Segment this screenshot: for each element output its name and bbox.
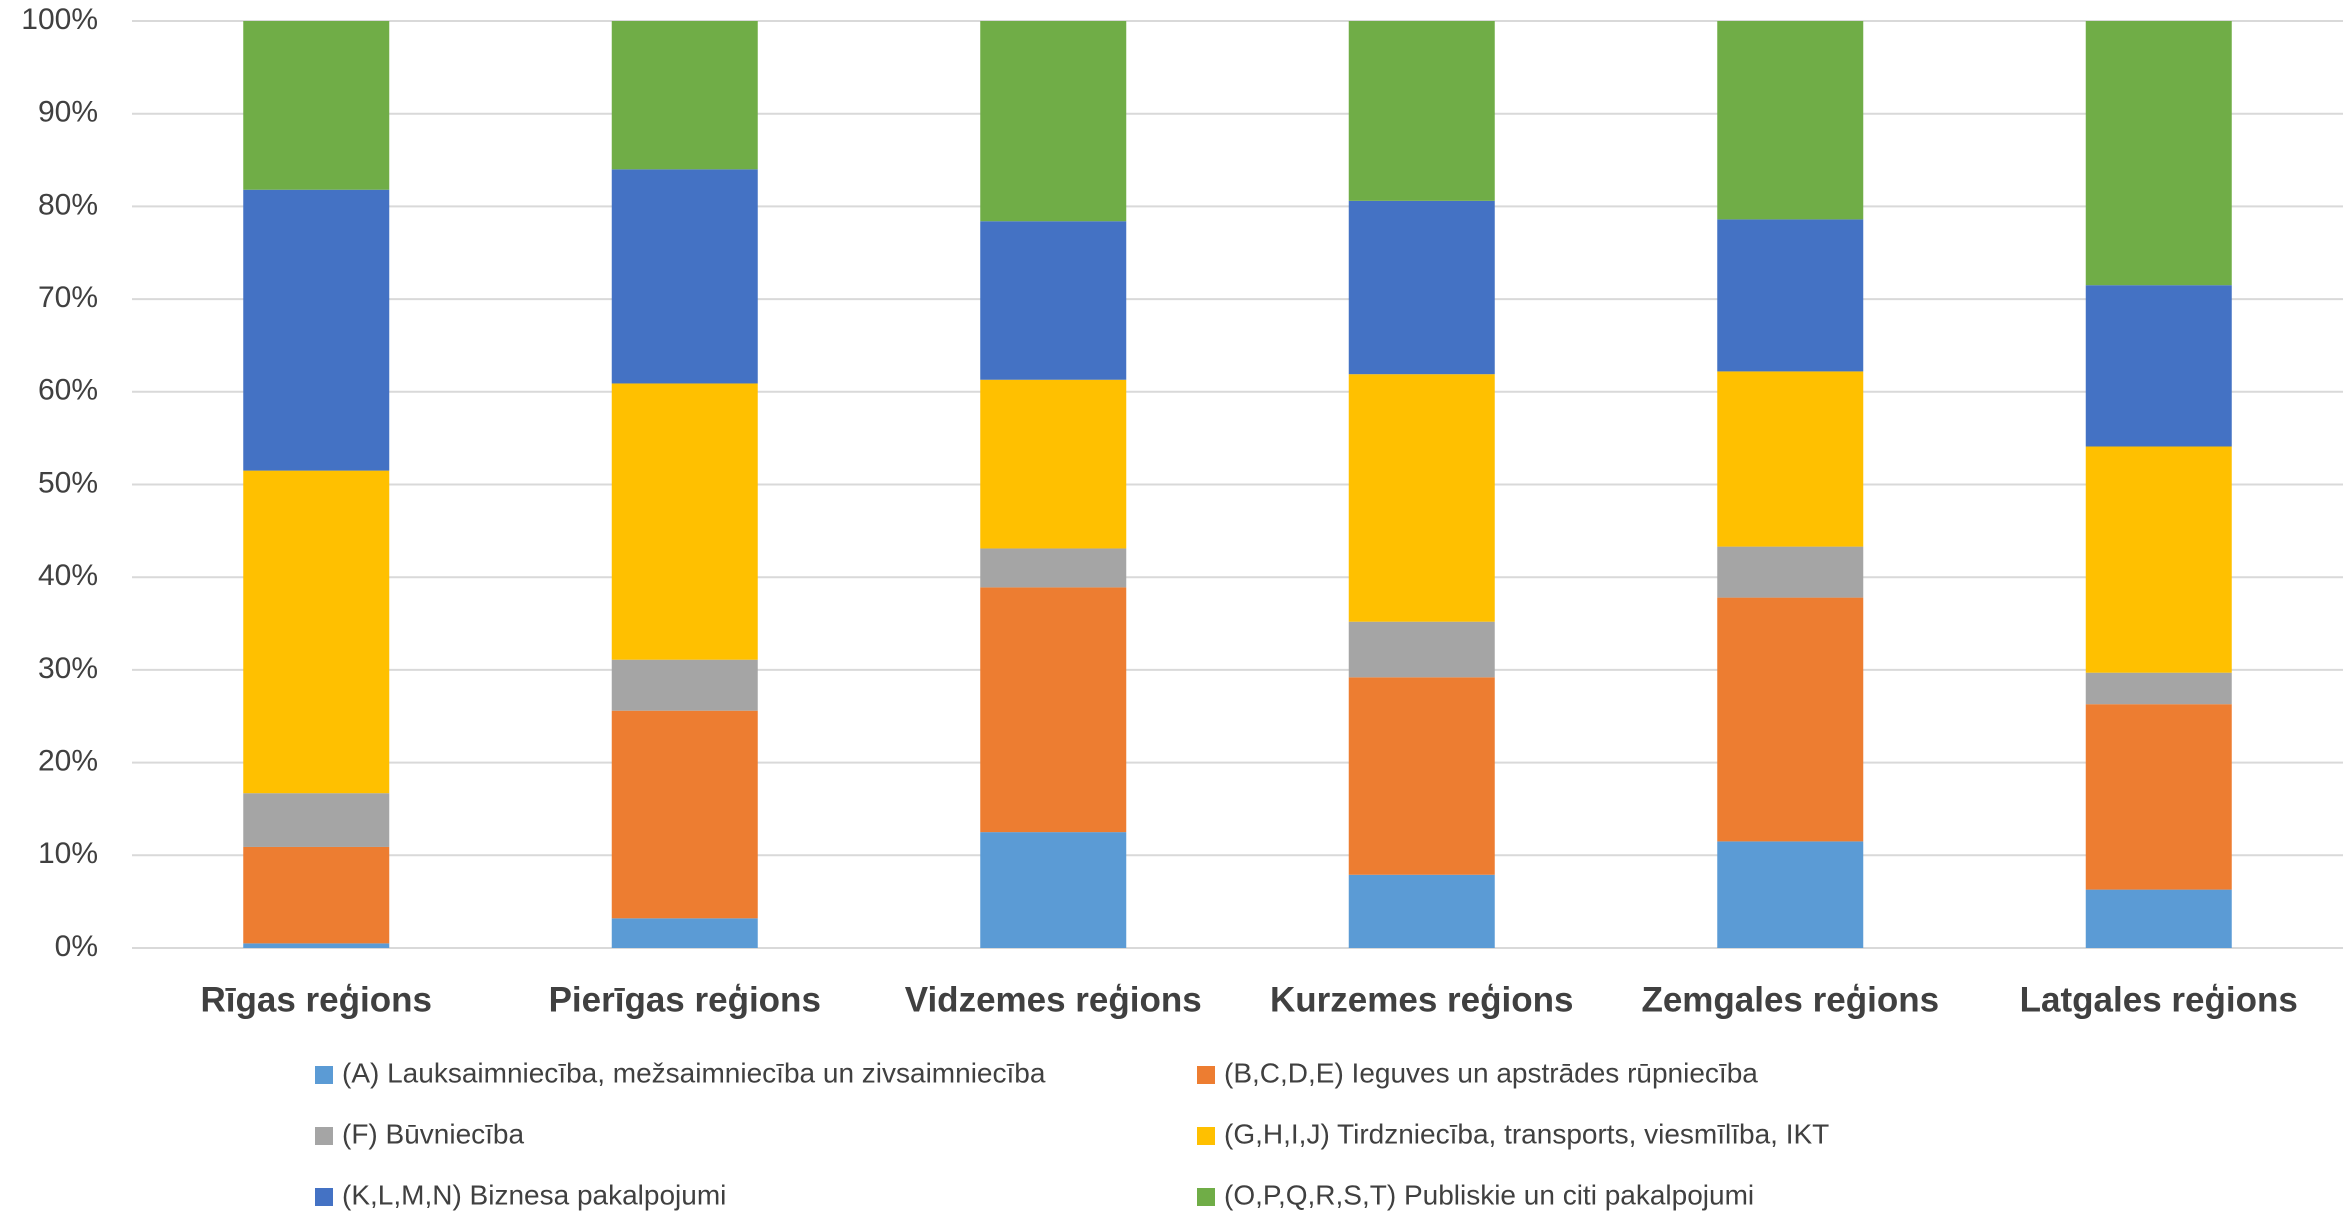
x-tick-label: Kurzemes reģions	[1270, 980, 1573, 1019]
y-tick-label: 50%	[38, 466, 98, 499]
x-tick-label: Pierīgas reģions	[549, 980, 821, 1019]
legend-label: (K,L,M,N) Biznesa pakalpojumi	[342, 1179, 726, 1210]
legend-swatch	[315, 1188, 333, 1206]
bar-segment	[1717, 371, 1864, 547]
bar-segment	[611, 169, 758, 384]
y-tick-label: 70%	[38, 281, 98, 314]
legend-label: (F) Būvniecība	[342, 1118, 524, 1149]
bar-segment	[611, 710, 758, 919]
legend-swatch	[315, 1127, 333, 1145]
bar-segment	[1348, 677, 1495, 875]
bar-segment	[980, 548, 1127, 588]
bar-segment	[1717, 597, 1864, 842]
y-tick-label: 60%	[38, 374, 98, 407]
bar-segment	[243, 470, 390, 794]
bar-segment	[2085, 704, 2232, 890]
bar-segment	[243, 846, 390, 944]
bar-segment	[611, 21, 758, 170]
bar-segment	[980, 221, 1127, 380]
y-tick-label: 0%	[55, 930, 98, 963]
legend-swatch	[1197, 1066, 1215, 1084]
bar-segment	[980, 21, 1127, 222]
bar-segment	[243, 189, 390, 471]
legend-swatch	[315, 1066, 333, 1084]
bar-segment	[1348, 21, 1495, 201]
bar-segment	[1717, 546, 1864, 598]
x-tick-label: Rīgas reģions	[201, 980, 432, 1019]
bar-segment	[2085, 446, 2232, 673]
bar-segment	[1717, 841, 1864, 948]
bar-segment	[243, 793, 390, 847]
bar-segment	[243, 943, 390, 948]
bar-segment	[980, 379, 1127, 549]
x-tick-label: Vidzemes reģions	[905, 980, 1202, 1019]
bar-segment	[1348, 374, 1495, 622]
bar-segment	[1717, 219, 1864, 372]
x-tick-label: Latgales reģions	[2020, 980, 2298, 1019]
y-tick-label: 90%	[38, 96, 98, 129]
y-tick-label: 80%	[38, 188, 98, 221]
y-tick-label: 30%	[38, 652, 98, 685]
bar-segment	[1348, 874, 1495, 948]
bar-segment	[1348, 621, 1495, 678]
legend-label: (B,C,D,E) Ieguves un apstrādes rūpniecīb…	[1224, 1057, 1758, 1088]
bar-segment	[980, 832, 1127, 948]
bar-segment	[611, 918, 758, 948]
x-tick-label: Zemgales reģions	[1641, 980, 1939, 1019]
bar-segment	[243, 21, 390, 190]
y-tick-label: 100%	[21, 3, 98, 36]
bar-segment	[1717, 21, 1864, 220]
bar-segment	[2085, 672, 2232, 705]
bar-segment	[611, 383, 758, 660]
bar-segment	[1348, 200, 1495, 375]
y-tick-label: 10%	[38, 837, 98, 870]
legend-label: (A) Lauksaimniecība, mežsaimniecība un z…	[342, 1057, 1046, 1088]
legend-label: (O,P,Q,R,S,T) Publiskie un citi pakalpoj…	[1224, 1179, 1754, 1210]
bar-segment	[980, 587, 1127, 833]
y-tick-label: 40%	[38, 559, 98, 592]
y-tick-label: 20%	[38, 745, 98, 778]
bar-segment	[2085, 889, 2232, 948]
legend-swatch	[1197, 1127, 1215, 1145]
bar-segment	[2085, 21, 2232, 286]
bar-segment	[611, 659, 758, 711]
legend-swatch	[1197, 1188, 1215, 1206]
legend-label: (G,H,I,J) Tirdzniecība, transports, vies…	[1224, 1118, 1829, 1149]
bar-segment	[2085, 285, 2232, 447]
